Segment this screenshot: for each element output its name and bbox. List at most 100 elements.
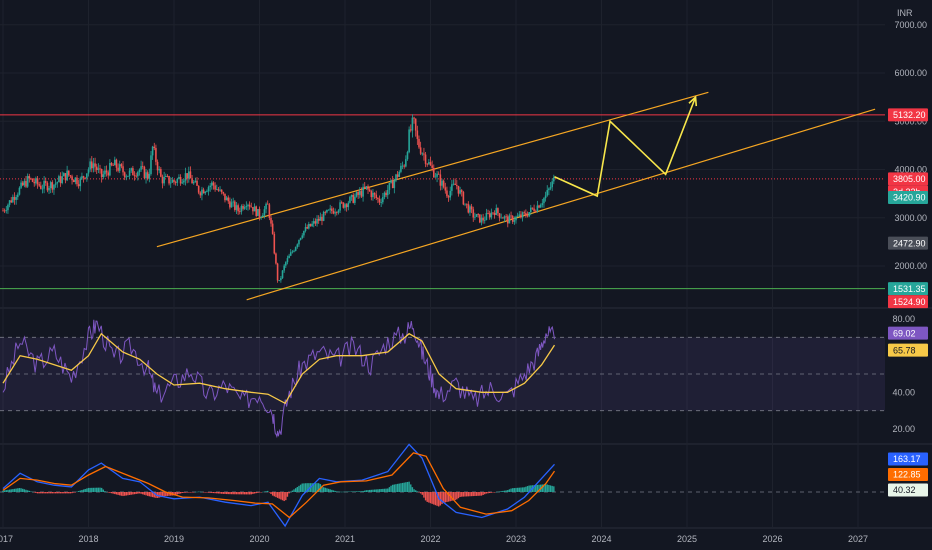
candle[interactable] <box>467 201 470 214</box>
candle[interactable] <box>201 186 203 201</box>
candle[interactable] <box>482 213 484 224</box>
candle[interactable] <box>452 179 455 186</box>
candle[interactable] <box>289 249 292 257</box>
candle[interactable] <box>112 163 114 166</box>
candle[interactable] <box>192 180 195 185</box>
candle[interactable] <box>183 178 185 185</box>
candle[interactable] <box>261 213 264 218</box>
candle[interactable] <box>288 253 290 259</box>
candle[interactable] <box>370 189 373 201</box>
candle[interactable] <box>33 178 36 187</box>
candle[interactable] <box>401 161 404 170</box>
candle[interactable] <box>151 145 154 160</box>
candle[interactable] <box>71 174 73 185</box>
candle[interactable] <box>257 208 259 217</box>
candle[interactable] <box>204 191 207 195</box>
candle[interactable] <box>135 172 137 178</box>
projection-path[interactable] <box>554 96 697 198</box>
candle[interactable] <box>132 165 134 176</box>
candle[interactable] <box>414 118 417 137</box>
candle[interactable] <box>355 191 358 198</box>
candle[interactable] <box>41 184 44 194</box>
candle[interactable] <box>89 158 91 172</box>
candle[interactable] <box>20 180 22 189</box>
candle[interactable] <box>539 203 542 208</box>
candle[interactable] <box>21 180 24 187</box>
candle[interactable] <box>214 182 216 192</box>
candle[interactable] <box>456 180 458 190</box>
candle[interactable] <box>503 215 506 222</box>
candle[interactable] <box>59 172 62 187</box>
candle[interactable] <box>534 209 537 213</box>
candle[interactable] <box>253 203 256 212</box>
candle[interactable] <box>523 210 526 216</box>
candle[interactable] <box>497 207 499 216</box>
candle[interactable] <box>127 175 129 177</box>
candle[interactable] <box>502 216 504 219</box>
candle[interactable] <box>161 174 164 189</box>
candle[interactable] <box>100 168 103 183</box>
candle[interactable] <box>23 179 26 188</box>
candle[interactable] <box>293 249 295 253</box>
candle[interactable] <box>352 192 355 204</box>
candle[interactable] <box>105 165 108 177</box>
candle[interactable] <box>474 212 476 221</box>
candle[interactable] <box>444 182 447 194</box>
candle[interactable] <box>225 195 228 201</box>
candle[interactable] <box>294 246 297 252</box>
candle[interactable] <box>477 213 479 218</box>
candle[interactable] <box>138 168 141 176</box>
candle[interactable] <box>77 180 80 189</box>
candle[interactable] <box>396 170 399 180</box>
candle[interactable] <box>155 144 157 166</box>
candle[interactable] <box>140 160 142 172</box>
candle[interactable] <box>283 263 285 273</box>
candle[interactable] <box>271 220 274 235</box>
candle[interactable] <box>409 124 412 133</box>
candle[interactable] <box>229 197 231 210</box>
candle[interactable] <box>439 169 442 191</box>
candle[interactable] <box>178 174 180 180</box>
rsi-signal-line[interactable] <box>2 332 556 405</box>
candle[interactable] <box>362 183 364 202</box>
candle[interactable] <box>508 213 511 224</box>
candle[interactable] <box>115 158 118 172</box>
candle[interactable] <box>114 156 116 166</box>
candle[interactable] <box>3 208 6 214</box>
candle[interactable] <box>255 205 258 218</box>
candle[interactable] <box>457 185 460 197</box>
candle[interactable] <box>222 191 225 196</box>
candle[interactable] <box>391 175 394 189</box>
candle[interactable] <box>411 114 414 138</box>
candle[interactable] <box>548 187 550 196</box>
candle[interactable] <box>25 176 27 188</box>
candle[interactable] <box>174 180 177 186</box>
candle[interactable] <box>31 178 34 183</box>
candle[interactable] <box>319 212 322 221</box>
candle[interactable] <box>206 189 208 193</box>
candle[interactable] <box>79 176 82 192</box>
candle[interactable] <box>334 208 336 217</box>
candle[interactable] <box>543 197 545 208</box>
candle[interactable] <box>194 177 197 183</box>
candle[interactable] <box>143 165 146 179</box>
candle[interactable] <box>156 159 159 176</box>
candle[interactable] <box>434 172 437 178</box>
candle[interactable] <box>291 250 294 254</box>
candle[interactable] <box>515 215 517 224</box>
candle[interactable] <box>363 182 366 190</box>
candle[interactable] <box>403 164 405 169</box>
candle[interactable] <box>487 209 489 215</box>
candle[interactable] <box>533 204 535 213</box>
candle[interactable] <box>145 168 147 184</box>
candle[interactable] <box>332 207 335 215</box>
candle[interactable] <box>211 180 213 190</box>
candle[interactable] <box>202 187 205 194</box>
candle[interactable] <box>212 181 215 190</box>
candle[interactable] <box>406 150 409 161</box>
candle[interactable] <box>43 176 45 194</box>
candle[interactable] <box>237 203 239 215</box>
candle[interactable] <box>51 180 54 193</box>
candle[interactable] <box>428 159 430 166</box>
candle[interactable] <box>199 191 202 198</box>
